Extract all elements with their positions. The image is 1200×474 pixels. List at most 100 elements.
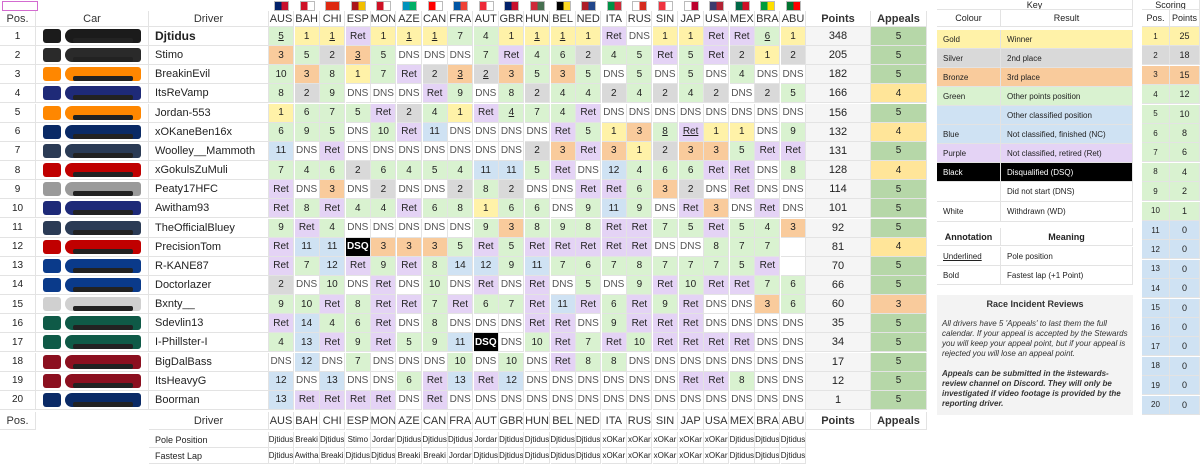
result-cell[interactable]: 9 xyxy=(345,333,371,353)
pole-cell[interactable]: xOKar xyxy=(627,432,653,448)
result-cell[interactable]: DNS xyxy=(781,65,806,85)
result-cell[interactable]: DNS xyxy=(499,275,525,295)
points-cell[interactable]: 34 xyxy=(806,333,871,353)
result-cell[interactable]: 3 xyxy=(704,141,730,161)
result-cell[interactable]: 9 xyxy=(550,218,576,238)
result-cell[interactable]: Ret xyxy=(550,237,576,257)
result-cell[interactable]: 5 xyxy=(525,161,550,181)
points-cell[interactable]: 81 xyxy=(806,237,871,257)
result-cell[interactable]: Ret xyxy=(397,295,422,315)
result-cell[interactable]: DNS xyxy=(729,103,755,123)
position[interactable]: 18 xyxy=(0,352,36,372)
result-cell[interactable]: 5 xyxy=(269,27,294,46)
result-cell[interactable]: DNS xyxy=(729,295,755,315)
key-result[interactable]: Other points position xyxy=(1001,87,1133,106)
result-cell[interactable]: Ret xyxy=(345,256,371,276)
driver-name[interactable]: xOKaneBen16x xyxy=(149,122,269,142)
result-cell[interactable]: 14 xyxy=(448,256,474,276)
scoring-pos[interactable]: 6 xyxy=(1142,124,1170,143)
result-cell[interactable]: Ret xyxy=(473,275,499,295)
scoring-pos[interactable]: 12 xyxy=(1142,240,1170,260)
race-header[interactable]: MON xyxy=(371,11,397,27)
result-cell[interactable]: DNS xyxy=(576,314,602,334)
scoring-points[interactable]: 0 xyxy=(1170,259,1200,279)
result-cell[interactable]: Ret xyxy=(627,295,653,315)
car-cell[interactable] xyxy=(36,256,149,276)
result-cell[interactable]: 11 xyxy=(550,295,576,315)
result-cell[interactable]: 9 xyxy=(499,256,525,276)
fastest-cell[interactable]: Awitha xyxy=(294,448,320,464)
scoring-points[interactable]: 0 xyxy=(1170,318,1200,337)
result-cell[interactable]: Ret xyxy=(704,46,730,66)
result-cell[interactable]: Ret xyxy=(704,161,730,181)
result-cell[interactable]: DNS xyxy=(576,390,602,410)
race-footer[interactable]: FRA xyxy=(448,412,474,430)
driver-footer[interactable]: Driver xyxy=(149,412,269,430)
race-footer[interactable]: HUN xyxy=(525,412,550,430)
key-title[interactable]: Key xyxy=(937,0,1133,10)
result-cell[interactable]: 5 xyxy=(320,122,346,142)
race-header[interactable]: ESP xyxy=(345,11,371,27)
result-cell[interactable]: 9 xyxy=(269,218,294,238)
result-cell[interactable]: 14 xyxy=(294,314,320,334)
result-cell[interactable]: DNS xyxy=(448,390,474,410)
result-cell[interactable]: 3 xyxy=(781,218,806,238)
result-cell[interactable]: 1 xyxy=(576,27,602,46)
result-cell[interactable]: 6 xyxy=(371,161,397,181)
result-cell[interactable]: DNS xyxy=(473,314,499,334)
result-cell[interactable]: 2 xyxy=(704,84,730,104)
result-cell[interactable]: Ret xyxy=(473,103,499,123)
result-cell[interactable]: DNS xyxy=(755,122,781,142)
result-cell[interactable]: 2 xyxy=(601,84,627,104)
result-cell[interactable]: DNS xyxy=(448,314,474,334)
key-colour[interactable]: Purple xyxy=(937,144,1001,163)
fastest-cell[interactable]: Djtidus xyxy=(781,448,806,464)
result-cell[interactable]: 10 xyxy=(422,275,448,295)
race-footer[interactable]: ITA xyxy=(601,412,627,430)
result-cell[interactable]: 6 xyxy=(345,314,371,334)
result-cell[interactable]: Ret xyxy=(704,275,730,295)
result-cell[interactable]: 8 xyxy=(473,180,499,200)
result-cell[interactable]: 7 xyxy=(576,333,602,353)
result-cell[interactable]: 2 xyxy=(320,46,346,66)
car-cell[interactable] xyxy=(36,314,149,334)
position[interactable]: 13 xyxy=(0,256,36,276)
pole-cell[interactable]: Jordar xyxy=(371,432,397,448)
result-cell[interactable]: DNS xyxy=(422,46,448,66)
points-cell[interactable]: 128 xyxy=(806,161,871,181)
car-cell[interactable] xyxy=(36,275,149,295)
result-cell[interactable]: DNS xyxy=(729,352,755,372)
scoring-points-header[interactable]: Points xyxy=(1170,10,1200,27)
race-footer[interactable]: CHI xyxy=(320,412,346,430)
result-cell[interactable]: DNS xyxy=(499,122,525,142)
pole-cell[interactable]: Djtidus xyxy=(269,432,294,448)
result-cell[interactable]: 5 xyxy=(678,65,704,85)
scoring-pos[interactable]: 7 xyxy=(1142,143,1170,163)
fastest-cell[interactable]: Djtidus xyxy=(525,448,550,464)
points-cell[interactable]: 92 xyxy=(806,218,871,238)
key-colour[interactable]: White xyxy=(937,202,1001,222)
result-cell[interactable]: 4 xyxy=(320,218,346,238)
result-cell[interactable]: 4 xyxy=(678,84,704,104)
result-cell[interactable]: 8 xyxy=(269,84,294,104)
scoring-points[interactable]: 0 xyxy=(1170,221,1200,240)
result-cell[interactable]: DNS xyxy=(781,199,806,219)
driver-name[interactable]: TheOfficialBluey xyxy=(149,218,269,238)
appeals-cell[interactable]: 5 xyxy=(871,46,927,66)
position[interactable]: 1 xyxy=(0,27,36,46)
result-cell[interactable]: 1 xyxy=(755,46,781,66)
result-cell[interactable]: 3 xyxy=(499,65,525,85)
fastest-cell[interactable]: xOKar xyxy=(653,448,678,464)
race-header[interactable]: FRA xyxy=(448,11,474,27)
result-cell[interactable]: 3 xyxy=(678,141,704,161)
appeals-cell[interactable]: 5 xyxy=(871,314,927,334)
result-cell[interactable]: Ret xyxy=(371,295,397,315)
result-cell[interactable]: 9 xyxy=(627,199,653,219)
key-result[interactable]: Withdrawn (WD) xyxy=(1001,202,1133,222)
result-cell[interactable]: 5 xyxy=(576,275,602,295)
result-cell[interactable]: 11 xyxy=(499,161,525,181)
result-cell[interactable]: DNS xyxy=(781,371,806,391)
annotation-name[interactable]: Bold xyxy=(937,266,1001,285)
result-cell[interactable]: Ret xyxy=(729,27,755,46)
result-cell[interactable]: DNS xyxy=(294,371,320,391)
